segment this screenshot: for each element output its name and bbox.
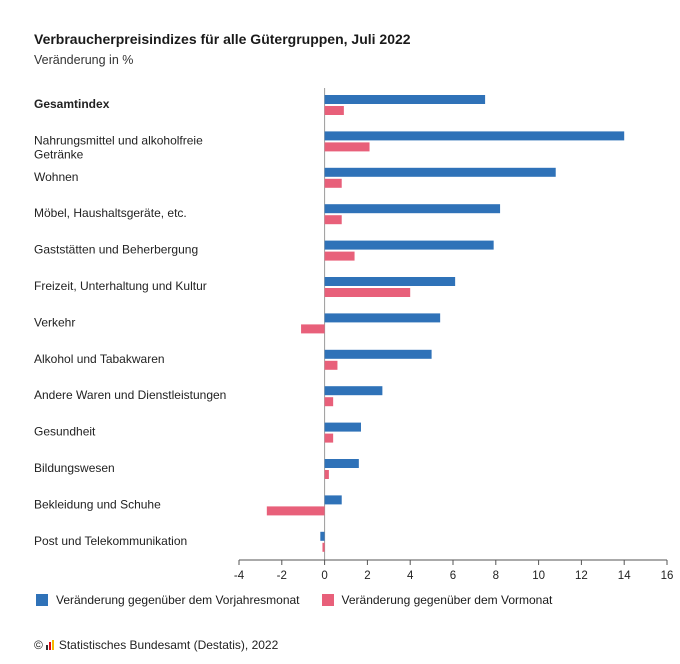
bar-vormonat: [301, 324, 325, 334]
x-tick-label: 6: [450, 570, 456, 582]
bar-vormonat: [324, 142, 370, 152]
bar-vorjahresmonat: [324, 349, 432, 359]
category-label: Andere Waren und Dienstleistungen: [34, 388, 226, 402]
bar-vormonat: [324, 397, 334, 407]
category-label: Gesamtindex: [34, 97, 110, 111]
bar-vormonat: [324, 433, 334, 443]
x-tick-label: 8: [493, 570, 499, 582]
legend-label-vormonat: Veränderung gegenüber dem Vormonat: [341, 593, 553, 607]
legend: Veränderung gegenüber dem Vorjahresmonat…: [36, 593, 574, 607]
bar-vorjahresmonat: [320, 531, 325, 541]
category-label: Nahrungsmittel und alkoholfreie Getränke: [34, 133, 203, 161]
legend-label-vorjahresmonat: Veränderung gegenüber dem Vorjahresmonat: [56, 593, 300, 607]
category-label: Alkohol und Tabakwaren: [34, 352, 165, 366]
bar-vormonat: [324, 178, 342, 188]
x-tick-label: 16: [661, 570, 674, 582]
bar-vorjahresmonat: [324, 313, 441, 323]
legend-item-vorjahresmonat: Veränderung gegenüber dem Vorjahresmonat: [36, 593, 300, 607]
bar-vormonat: [324, 360, 338, 370]
x-tick-label: 2: [364, 570, 370, 582]
legend-item-vormonat: Veränderung gegenüber dem Vormonat: [321, 593, 553, 607]
chart-subtitle: Veränderung in %: [34, 53, 134, 67]
destatis-logo-icon: [45, 640, 55, 650]
bar-vorjahresmonat: [324, 131, 625, 141]
bar-vorjahresmonat: [324, 204, 501, 214]
category-label: Wohnen: [34, 170, 78, 184]
x-tick-label: -4: [234, 570, 245, 582]
category-label: Möbel, Haushaltsgeräte, etc.: [34, 206, 187, 220]
bar-vormonat: [324, 106, 344, 115]
source-footer: © Statistisches Bundesamt (Destatis), 20…: [34, 638, 278, 652]
bar-vormonat: [266, 506, 325, 516]
x-tick-label: 14: [618, 570, 631, 582]
legend-swatch-vormonat: [321, 594, 334, 606]
bar-vorjahresmonat: [324, 422, 361, 432]
category-label: Bekleidung und Schuhe: [34, 497, 161, 511]
source-text: Statistisches Bundesamt (Destatis), 2022: [58, 638, 279, 652]
bar-vormonat: [324, 288, 411, 297]
bar-vorjahresmonat: [324, 459, 359, 468]
x-tick-label: 12: [575, 570, 588, 582]
bar-vormonat: [324, 470, 329, 479]
bar-vorjahresmonat: [324, 167, 556, 177]
x-tick-label: 10: [532, 570, 545, 582]
bar-vormonat: [324, 251, 355, 261]
category-label: Freizeit, Unterhaltung und Kultur: [34, 279, 207, 293]
x-tick-label: 0: [321, 570, 327, 582]
legend-swatch-vorjahresmonat: [36, 594, 48, 606]
x-tick-label: -2: [277, 570, 287, 582]
bar-vorjahresmonat: [324, 277, 456, 286]
bar-chart: Gesamtindex Nahrungsmittel und alkoholfre…: [34, 88, 674, 582]
copyright-symbol: ©: [34, 638, 43, 652]
chart-title: Verbraucherpreisindizes für alle Gütergr…: [34, 31, 411, 47]
bar-vorjahresmonat: [324, 95, 486, 104]
bar-vorjahresmonat: [324, 495, 342, 505]
bar-vorjahresmonat: [324, 386, 383, 396]
bar-vorjahresmonat: [324, 240, 494, 250]
bar-vormonat: [322, 542, 325, 552]
category-label: Gaststätten und Beherbergung: [34, 243, 198, 257]
x-tick-label: 4: [407, 570, 414, 582]
category-label: Bildungswesen: [34, 461, 115, 475]
category-label: Verkehr: [34, 315, 75, 329]
category-label: Gesundheit: [34, 425, 96, 439]
category-label: Post und Telekommunikation: [34, 534, 187, 548]
bar-vormonat: [324, 215, 342, 225]
